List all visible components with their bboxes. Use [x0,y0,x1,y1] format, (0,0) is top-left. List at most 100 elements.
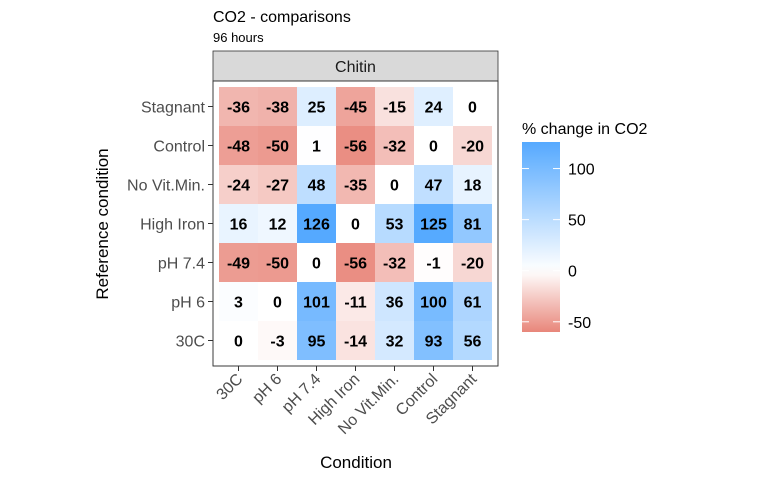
cell-value-label: -32 [383,139,406,156]
heatmap-cell [336,87,375,126]
cell-value-label: 1 [312,139,321,156]
heatmap-cell [453,126,492,165]
cell-value-label: 0 [273,295,282,312]
heatmap-cell [258,165,297,204]
heatmap-cell [453,87,492,126]
legend-tick-label: -50 [568,315,591,332]
cell-value-label: -1 [426,256,440,273]
cell-value-label: 125 [420,217,447,234]
cell-value-label: 56 [464,334,482,351]
heatmap-cell [297,87,336,126]
y-axis-title: Reference condition [93,148,112,299]
cell-value-label: 0 [234,334,243,351]
y-tick-label: pH 6 [171,295,205,312]
legend-ticks: 100 50 0 -50 [522,162,595,332]
heatmap-cell [219,204,258,243]
cell-value-label: -45 [344,100,367,117]
heatmap-cell [336,243,375,282]
heatmap-cell [414,282,453,321]
cell-value-label: -27 [266,178,289,195]
heatmap-cell [375,126,414,165]
cell-value-label: 0 [312,256,321,273]
heatmap-cell [414,321,453,360]
cell-value-label: 126 [303,217,330,234]
legend-tick-label: 100 [568,162,595,179]
heatmap-cell [453,243,492,282]
cell-value-label: 3 [234,295,243,312]
cell-value-label: -20 [461,139,484,156]
cell-value-label: -38 [266,100,289,117]
legend-title: % change in CO2 [522,121,648,138]
cell-value-label: 36 [386,295,404,312]
heatmap-cell [297,126,336,165]
cell-value-label: -56 [344,139,367,156]
heatmap-cell [414,126,453,165]
heatmap-cell [258,282,297,321]
cell-value-label: 24 [425,100,443,117]
heatmap-cell [336,204,375,243]
heatmap-cell [453,165,492,204]
heatmap-cell [453,204,492,243]
cell-value-label: 101 [303,295,330,312]
cell-value-label: 61 [464,295,482,312]
cell-value-label: -20 [461,256,484,273]
y-tick-label: Stagnant [141,100,206,117]
heatmap-cell [219,126,258,165]
cell-value-label: -14 [344,334,367,351]
legend: % change in CO2 100 50 0 -50 [522,121,648,332]
heatmap-cell [297,204,336,243]
heatmap-cell [375,321,414,360]
cell-value-label: -32 [383,256,406,273]
facet-label: Chitin [335,59,376,76]
cell-value-label: 93 [425,334,443,351]
heatmap-cell [336,165,375,204]
heatmap-cell [297,165,336,204]
cell-value-label: -35 [344,178,367,195]
y-tick-label: High Iron [140,217,205,234]
heatmap-cell [336,126,375,165]
cell-value-label: 53 [386,217,404,234]
heatmap-cell [258,87,297,126]
heatmap-cell [297,321,336,360]
heatmap-cell [414,87,453,126]
heatmap-cell [453,282,492,321]
cell-value-label: -56 [344,256,367,273]
x-tick-label: 30C [214,371,247,404]
y-tick-label: Control [153,139,205,156]
y-tick-label: 30C [176,334,205,351]
cell-value-label: -48 [227,139,250,156]
cell-value-label: -3 [270,334,284,351]
cell-value-label: 0 [468,100,477,117]
cell-value-label: 0 [351,217,360,234]
x-tick-label: pH 6 [249,371,285,407]
heatmap-cell [297,243,336,282]
chart-title: CO2 - comparisons [213,9,351,26]
heatmap-cell [219,87,258,126]
heatmap-cell [258,204,297,243]
cell-value-label: 32 [386,334,404,351]
cell-value-label: -50 [266,139,289,156]
cell-value-label: 81 [464,217,482,234]
heatmap-cell [375,282,414,321]
heatmap-cell [375,204,414,243]
heatmap-cell [258,243,297,282]
cell-value-label: 16 [230,217,248,234]
cell-value-label: 25 [308,100,326,117]
chart-subtitle: 96 hours [213,30,264,45]
cell-value-label: -50 [266,256,289,273]
heatmap-cells: -36 -38 25 -45 -15 24 0 -48 -50 1 -56 -32 0 -20 -24 -27… [219,87,492,360]
heatmap-cell [414,165,453,204]
heatmap-cell [219,243,258,282]
cell-value-label: 0 [429,139,438,156]
cell-value-label: -11 [344,295,366,312]
heatmap-cell [258,321,297,360]
heatmap-cell [336,282,375,321]
legend-tick-label: 0 [568,264,577,281]
cell-value-label: 18 [464,178,482,195]
y-tick-label: No Vit.Min. [127,178,205,195]
cell-value-label: -49 [227,256,250,273]
heatmap-cell [219,282,258,321]
cell-value-label: 95 [308,334,326,351]
